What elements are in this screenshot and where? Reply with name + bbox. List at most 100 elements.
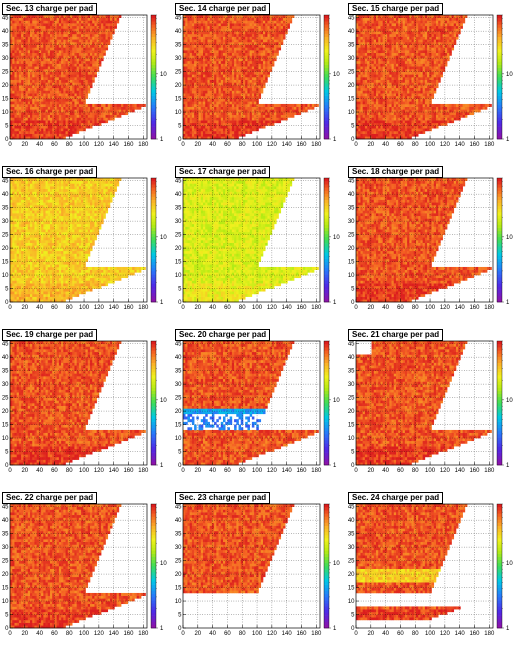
heatmap-cell	[225, 112, 228, 116]
heatmap-cell	[411, 128, 415, 132]
heatmap-cell	[418, 112, 421, 116]
heatmap-cell	[218, 23, 222, 27]
colorbar-swatch	[324, 55, 329, 59]
heatmap-cell	[185, 125, 188, 129]
heatmap-cell	[364, 120, 368, 124]
heatmap-cell	[209, 117, 213, 121]
heatmap-cell	[238, 74, 242, 78]
heatmap-cell	[402, 82, 406, 86]
heatmap-cell	[242, 74, 246, 78]
heatmap-cell	[218, 130, 222, 134]
heatmap-cell	[47, 39, 51, 43]
heatmap-cell	[45, 47, 49, 51]
heatmap-cell	[267, 52, 270, 56]
heatmap-cell	[247, 112, 250, 116]
heatmap-cell	[254, 58, 257, 62]
heatmap-cell	[274, 117, 277, 121]
heatmap-cell	[16, 103, 20, 107]
heatmap-cell	[16, 133, 20, 137]
heatmap-cell	[38, 120, 42, 124]
heatmap-cell	[231, 63, 235, 67]
heatmap-cell	[265, 33, 268, 37]
heatmap-cell	[415, 109, 419, 113]
heatmap-cell	[85, 120, 89, 124]
heatmap-cell	[371, 93, 375, 97]
heatmap-cell	[45, 130, 49, 134]
heatmap-cell	[407, 87, 410, 91]
heatmap-cell	[27, 114, 31, 118]
heatmap-cell	[391, 130, 395, 134]
heatmap-cell	[200, 60, 204, 64]
heatmap-cell	[274, 39, 277, 43]
colorbar-swatch	[151, 61, 156, 65]
heatmap-cell	[94, 109, 97, 113]
heatmap-cell	[218, 33, 222, 37]
heatmap-cell	[65, 79, 69, 83]
heatmap-cell	[14, 63, 17, 67]
heatmap-cell	[85, 39, 89, 43]
heatmap-cell	[424, 112, 428, 116]
heatmap-cell	[249, 52, 253, 56]
heatmap-cell	[69, 55, 73, 59]
heatmap-cell	[32, 66, 35, 70]
heatmap-cell	[214, 23, 217, 27]
heatmap-cell	[56, 109, 60, 113]
heatmap-cell	[395, 85, 399, 89]
heatmap-cell	[209, 23, 213, 27]
heatmap-cell	[23, 106, 26, 110]
heatmap-cell	[76, 55, 80, 59]
heatmap-cell	[25, 66, 29, 70]
heatmap-cell	[271, 120, 275, 124]
heatmap-cell	[254, 60, 257, 64]
heatmap-cell	[435, 114, 439, 118]
heatmap-cell	[356, 103, 359, 107]
heatmap-cell	[81, 112, 84, 116]
heatmap-cell	[81, 39, 84, 43]
heatmap-cell	[194, 25, 197, 29]
heatmap-cell	[36, 25, 40, 29]
heatmap-cell	[183, 95, 186, 99]
heatmap-cell	[214, 66, 217, 70]
heatmap-cell	[198, 136, 202, 140]
heatmap-cell	[56, 39, 60, 43]
colorbar-swatch	[324, 18, 329, 22]
heatmap-cell	[433, 90, 437, 94]
heatmap-cell	[49, 79, 53, 83]
heatmap-cell	[227, 50, 230, 54]
heatmap-cell	[478, 103, 481, 107]
heatmap-cell	[63, 60, 66, 64]
heatmap-cell	[254, 90, 257, 94]
heatmap-cell	[185, 52, 188, 56]
heatmap-cell	[58, 44, 62, 48]
heatmap-cell	[369, 122, 372, 126]
heatmap-cell	[460, 109, 463, 113]
heatmap-cell	[209, 95, 213, 99]
heatmap-cell	[187, 74, 190, 78]
heatmap-cell	[87, 36, 91, 40]
heatmap-cell	[196, 114, 199, 118]
colorbar-swatch	[324, 67, 329, 72]
heatmap-cell	[65, 74, 69, 78]
heatmap-cell	[49, 77, 53, 80]
heatmap-cell	[205, 63, 208, 67]
heatmap-cell	[187, 63, 190, 67]
colorbar-swatch	[324, 95, 329, 99]
heatmap-cell	[76, 33, 80, 37]
heatmap-cell	[200, 68, 204, 72]
heatmap-cell	[45, 28, 49, 32]
heatmap-cell	[54, 41, 57, 45]
colorbar-swatch	[151, 101, 156, 106]
heatmap-cell	[420, 93, 423, 97]
heatmap-cell	[45, 90, 49, 94]
heatmap-cell	[69, 33, 73, 37]
heatmap-cell	[83, 60, 86, 64]
heatmap-cell	[245, 66, 248, 70]
heatmap-cell	[214, 28, 217, 32]
heatmap-cell	[76, 28, 80, 32]
heatmap-cell	[74, 87, 77, 91]
heatmap-cell	[101, 50, 104, 54]
heatmap-cell	[249, 41, 253, 45]
heatmap-cell	[373, 106, 377, 110]
heatmap-cell	[87, 20, 91, 24]
heatmap-cell	[194, 15, 197, 18]
